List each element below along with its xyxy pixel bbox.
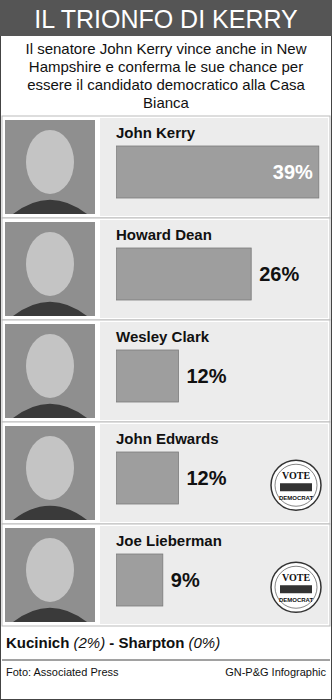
row-frame bbox=[2, 116, 330, 218]
footnote-name: Kucinich bbox=[6, 634, 74, 651]
photo-shoulders bbox=[13, 506, 87, 520]
badge-stars bbox=[280, 483, 312, 491]
badge-text: VOTE bbox=[282, 470, 310, 481]
photo-bg bbox=[5, 426, 95, 520]
vote-badge: VOTE DEMOCRAT bbox=[271, 460, 321, 510]
photo-face bbox=[26, 436, 74, 500]
photo-shoulders bbox=[13, 608, 87, 622]
bar bbox=[116, 248, 251, 300]
candidate-name: Howard Dean bbox=[116, 226, 212, 243]
photo-face bbox=[26, 232, 74, 296]
separator bbox=[2, 660, 330, 661]
photo-shoulders bbox=[13, 200, 87, 214]
photo-bg bbox=[5, 528, 95, 622]
footnote: Kucinich (2%) - Sharpton (0%) bbox=[6, 634, 220, 651]
bar bbox=[116, 146, 319, 198]
row-panel bbox=[100, 220, 328, 318]
candidate-name: Wesley Clark bbox=[116, 328, 210, 345]
subtitle: Il senatore John Kerry vince anche in Ne… bbox=[26, 40, 307, 111]
photo-bg bbox=[5, 222, 95, 316]
row-frame bbox=[2, 422, 330, 524]
badge-text: VOTE bbox=[282, 572, 310, 583]
photo-face bbox=[26, 334, 74, 398]
bar bbox=[116, 350, 178, 402]
row-frame bbox=[2, 320, 330, 422]
footnote-name: Sharpton bbox=[119, 634, 189, 651]
badge-ring bbox=[275, 566, 317, 608]
source: Foto: Associated Press bbox=[6, 666, 119, 678]
badge-ring bbox=[275, 464, 317, 506]
row-panel bbox=[100, 526, 328, 624]
value-label: 39% bbox=[273, 161, 313, 183]
row-panel bbox=[100, 424, 328, 522]
footnote-value: (2%) bbox=[74, 634, 106, 651]
photo bbox=[5, 120, 95, 214]
header-band bbox=[0, 0, 332, 36]
photo bbox=[5, 222, 95, 316]
photo bbox=[5, 324, 95, 418]
candidate-name: John Kerry bbox=[116, 124, 196, 141]
photo-face bbox=[26, 130, 74, 194]
title: IL TRIONFO DI KERRY bbox=[34, 5, 298, 33]
value-label: 9% bbox=[171, 569, 200, 591]
candidate-name: Joe Lieberman bbox=[116, 532, 222, 549]
badge-circle bbox=[271, 562, 321, 612]
row-frame bbox=[2, 524, 330, 626]
row-panel bbox=[100, 118, 328, 216]
candidate-name: John Edwards bbox=[116, 430, 219, 447]
photo-bg bbox=[5, 324, 95, 418]
photo-shoulders bbox=[13, 404, 87, 418]
value-label: 26% bbox=[259, 263, 299, 285]
row-panel bbox=[100, 322, 328, 420]
badge-text: DEMOCRAT bbox=[279, 495, 314, 501]
frame bbox=[1, 1, 332, 700]
footnote-separator: - bbox=[105, 634, 118, 651]
photo bbox=[5, 528, 95, 622]
bar bbox=[116, 452, 178, 504]
badge-circle bbox=[271, 460, 321, 510]
photo-shoulders bbox=[13, 302, 87, 316]
bar bbox=[116, 554, 163, 606]
photo-face bbox=[26, 538, 74, 602]
vote-badge: VOTE DEMOCRAT bbox=[271, 562, 321, 612]
chart: IL TRIONFO DI KERRY Il senatore John Kerr… bbox=[0, 0, 332, 700]
footnote-value: (0%) bbox=[189, 634, 221, 651]
value-label: 12% bbox=[186, 467, 226, 489]
data-labels: 39% 26% 12% 12% 9% bbox=[171, 161, 313, 591]
rows: John Kerry Howard Dean Wesley Clark John Ed… bbox=[2, 116, 330, 626]
value-label: 12% bbox=[186, 365, 226, 387]
bars bbox=[116, 146, 319, 606]
photo bbox=[5, 426, 95, 520]
credit: GN-P&G Infographic bbox=[225, 666, 326, 678]
badge-text: DEMOCRAT bbox=[279, 597, 314, 603]
photo-bg bbox=[5, 120, 95, 214]
row-frame bbox=[2, 218, 330, 320]
badge-stars bbox=[280, 585, 312, 593]
